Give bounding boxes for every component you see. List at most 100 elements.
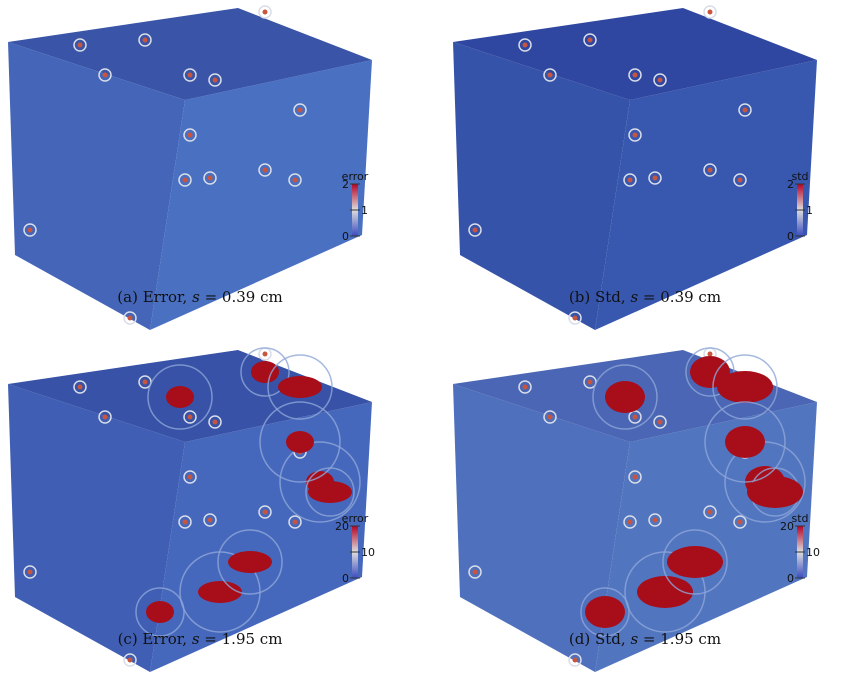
feature-core bbox=[547, 72, 553, 78]
feature-ring bbox=[138, 33, 152, 47]
caption: (a) Error, s = 0.39 cm bbox=[117, 288, 282, 306]
colorbar-tick-label: 0 bbox=[787, 572, 794, 585]
hot-region bbox=[725, 426, 765, 458]
feature-core bbox=[127, 657, 133, 663]
box-left-face bbox=[8, 384, 185, 672]
feature-core bbox=[472, 227, 478, 233]
feature-core bbox=[187, 132, 193, 138]
caption-rest: = 1.95 cm bbox=[638, 630, 721, 648]
box-top-face bbox=[8, 8, 372, 100]
colorbar-tick-label: 1 bbox=[361, 204, 368, 217]
caption-label: (d) Std, bbox=[569, 630, 631, 648]
feature-core bbox=[27, 227, 33, 233]
feature-ring bbox=[468, 565, 482, 579]
caption-rest: = 1.95 cm bbox=[200, 630, 283, 648]
feature-ring bbox=[468, 223, 482, 237]
feature-core bbox=[297, 107, 303, 113]
feature-core bbox=[657, 419, 663, 425]
caption-var: s bbox=[630, 288, 638, 306]
feature-ring bbox=[98, 410, 112, 424]
colorbar-tick-label: 10 bbox=[361, 546, 375, 559]
hot-region bbox=[198, 581, 242, 603]
feature-core bbox=[627, 177, 633, 183]
feature-halo bbox=[267, 354, 333, 420]
feature-ring bbox=[183, 68, 197, 82]
caption-var: s bbox=[630, 630, 638, 648]
feature-ring bbox=[178, 173, 192, 187]
colorbar-tick-label: 10 bbox=[806, 546, 820, 559]
feature-ring bbox=[703, 163, 717, 177]
colorbar-tick-label: 0 bbox=[342, 572, 349, 585]
feature-core bbox=[207, 517, 213, 523]
feature-ring bbox=[123, 311, 137, 325]
box-top-face bbox=[453, 8, 817, 100]
feature-ring bbox=[623, 173, 637, 187]
colorbar-tick-label: 2 bbox=[342, 178, 349, 191]
feature-core bbox=[627, 519, 633, 525]
feature-ring bbox=[23, 565, 37, 579]
feature-ring bbox=[653, 73, 667, 87]
colorbar-tick-label: 0 bbox=[342, 230, 349, 243]
box-right-face bbox=[150, 402, 372, 672]
caption-var: s bbox=[192, 630, 200, 648]
colorbar-tick-label: 1 bbox=[806, 204, 813, 217]
caption-var: s bbox=[192, 288, 200, 306]
caption: (c) Error, s = 1.95 cm bbox=[118, 630, 283, 648]
feature-core bbox=[212, 77, 218, 83]
feature-ring bbox=[653, 415, 667, 429]
feature-ring bbox=[258, 163, 272, 177]
feature-ring bbox=[648, 171, 662, 185]
feature-halo bbox=[685, 347, 735, 397]
feature-core bbox=[27, 569, 33, 575]
feature-core bbox=[182, 177, 188, 183]
feature-halo bbox=[147, 364, 213, 430]
feature-ring bbox=[648, 513, 662, 527]
feature-ring bbox=[543, 410, 557, 424]
feature-ring bbox=[183, 410, 197, 424]
caption-rest: = 0.39 cm bbox=[200, 288, 283, 306]
feature-core bbox=[127, 315, 133, 321]
feature-ring bbox=[123, 653, 137, 667]
feature-ring bbox=[98, 68, 112, 82]
feature-ring bbox=[73, 380, 87, 394]
hot-region bbox=[166, 386, 194, 408]
feature-core bbox=[547, 414, 553, 420]
feature-core bbox=[652, 175, 658, 181]
feature-core bbox=[707, 9, 713, 15]
feature-halo bbox=[580, 587, 630, 637]
feature-core bbox=[522, 384, 528, 390]
feature-ring bbox=[703, 505, 717, 519]
feature-ring bbox=[208, 415, 222, 429]
feature-core bbox=[207, 175, 213, 181]
feature-ring bbox=[258, 5, 272, 19]
feature-core bbox=[142, 37, 148, 43]
feature-ring bbox=[738, 103, 752, 117]
feature-core bbox=[77, 42, 83, 48]
feature-core bbox=[707, 167, 713, 173]
feature-halo bbox=[217, 529, 283, 595]
feature-ring bbox=[518, 380, 532, 394]
feature-ring bbox=[543, 68, 557, 82]
feature-ring bbox=[288, 173, 302, 187]
feature-halo bbox=[135, 587, 185, 637]
box-right-face bbox=[595, 60, 817, 330]
colorbar-tick-label: 2 bbox=[787, 178, 794, 191]
feature-ring bbox=[583, 33, 597, 47]
feature-core bbox=[632, 474, 638, 480]
feature-ring bbox=[23, 223, 37, 237]
feature-ring bbox=[203, 513, 217, 527]
feature-ring bbox=[178, 515, 192, 529]
feature-core bbox=[77, 384, 83, 390]
feature-halo bbox=[592, 364, 658, 430]
feature-core bbox=[102, 414, 108, 420]
hot-region bbox=[278, 376, 322, 398]
caption-label: (a) Error, bbox=[117, 288, 192, 306]
hot-region bbox=[286, 431, 314, 453]
caption-label: (c) Error, bbox=[118, 630, 192, 648]
feature-core bbox=[707, 509, 713, 515]
feature-halo bbox=[704, 401, 786, 483]
